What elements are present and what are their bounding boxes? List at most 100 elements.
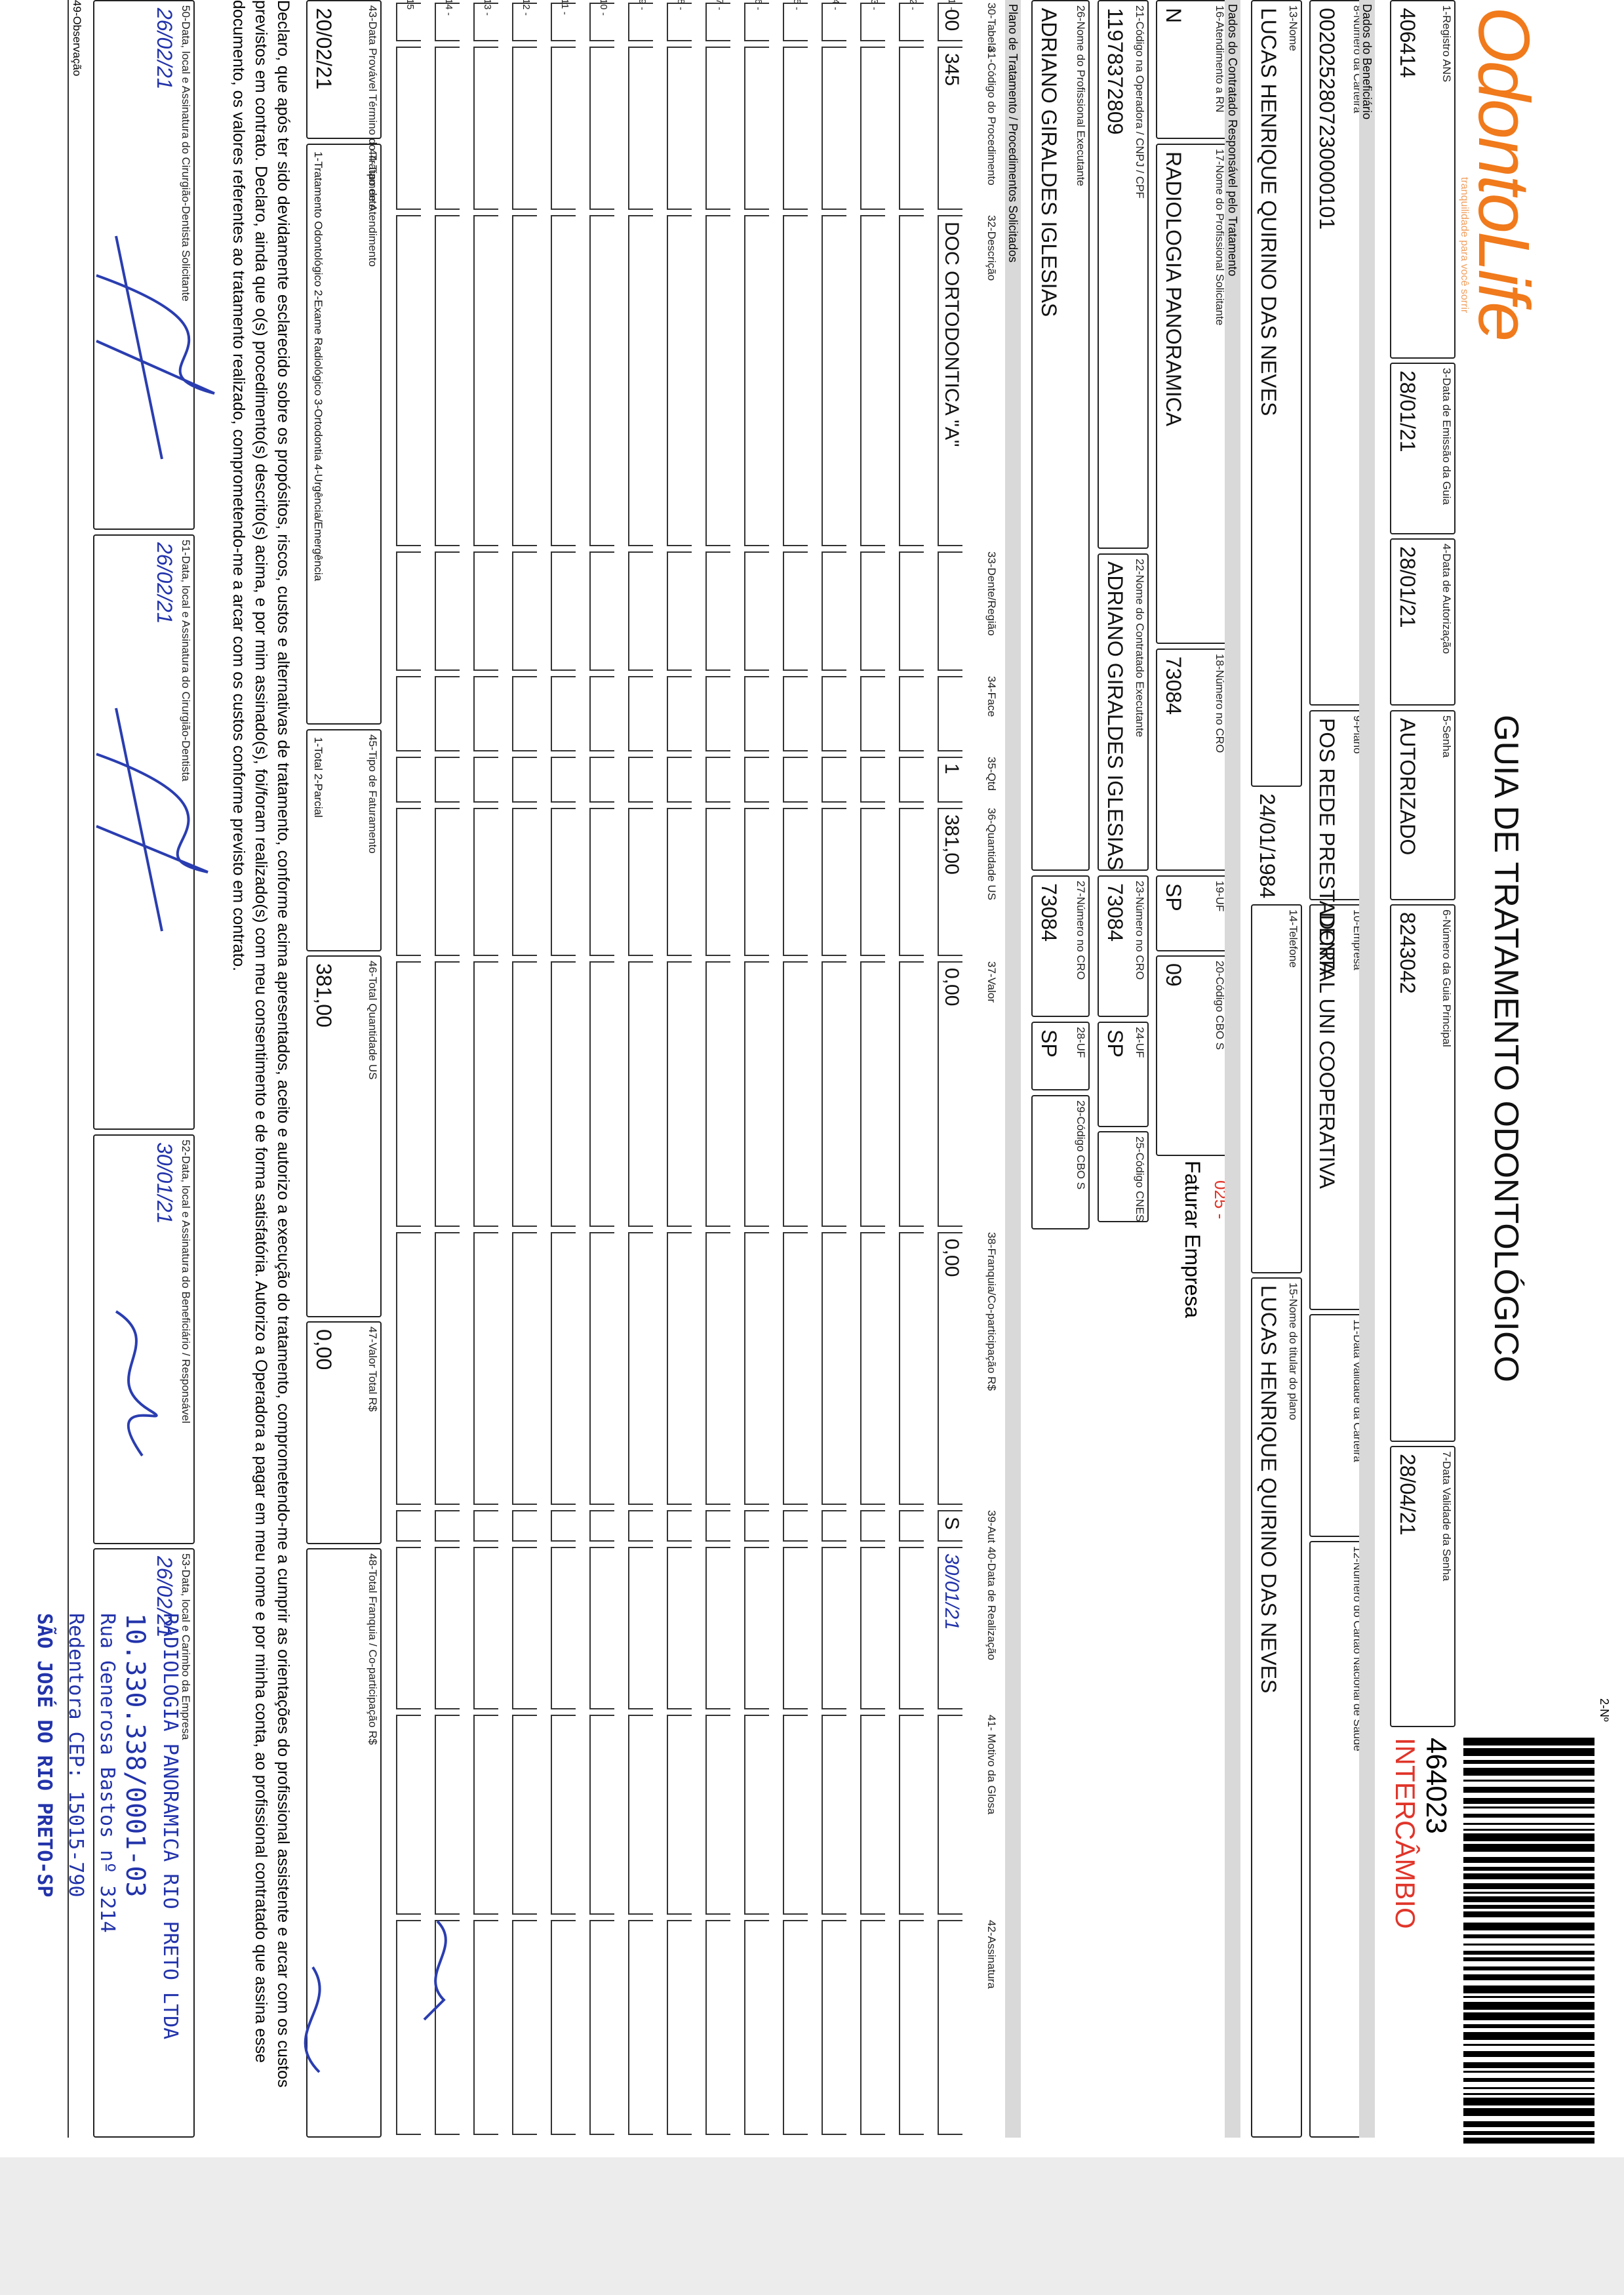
table-cell [705, 215, 730, 546]
table-cell [744, 3, 769, 41]
table-cell [705, 1715, 730, 1915]
field-label: 47-Valor Total R$ [366, 1327, 379, 1412]
table-cell [744, 1715, 769, 1915]
table-cell [435, 1510, 460, 1542]
field-label: 46-Total Quantidade US [366, 961, 379, 1080]
field-box: 24-UF SP [1098, 1022, 1149, 1127]
table-cell [551, 1547, 576, 1709]
table-cell [396, 676, 421, 751]
field-value: RADIOLOGIA PANORAMICA [1162, 151, 1185, 427]
table-cell [705, 1920, 730, 2135]
barcode-bar [1463, 2121, 1594, 2127]
barcode-bar [1463, 1951, 1594, 1955]
table-cell [396, 1547, 421, 1709]
table-cell [744, 551, 769, 671]
field-box: 27-Número no CRO 73084 [1031, 875, 1090, 1017]
field-label: 29-Código CBO S [1075, 1100, 1087, 1190]
table-cell [899, 757, 924, 803]
stamp-line: Redentora CEP: 15015-790 [64, 1613, 87, 1898]
field-value: N [1162, 8, 1185, 24]
table-cell [783, 1715, 808, 1915]
field-box: 5-Senha AUTORIZADO [1390, 710, 1456, 900]
column-header: 38-Franquia/Co-participação R$ [985, 1232, 998, 1391]
title: GUIA DE TRATAMENTO ODONTOLÓGICO [1487, 715, 1525, 1382]
field-box: 12-Número do Cartão Nacional de Saúde [1309, 1541, 1366, 2138]
field-value: 406414 [1396, 8, 1419, 78]
table-cell [899, 676, 924, 751]
table-cell [628, 3, 653, 41]
field-value: 8243042 [1396, 912, 1419, 994]
table-cell [435, 808, 460, 956]
barcode-bar [1463, 1738, 1594, 1746]
field-label: 16-Atendimento a RN [1214, 5, 1226, 113]
table-cell [744, 961, 769, 1227]
table-cell [899, 1510, 924, 1542]
table-cell [705, 1232, 730, 1505]
tagline: tranquilidade para você sorrir [1459, 177, 1470, 313]
field-value: 20/02/21 [312, 8, 336, 90]
table-cell [396, 808, 421, 956]
table-cell [744, 757, 769, 803]
barcode-bar [1463, 1944, 1594, 1946]
table-cell [628, 757, 653, 803]
field-box: 1-Registro ANS 406414 [1390, 0, 1456, 359]
table-cell [435, 215, 460, 546]
signature-date: 26/02/21 [153, 8, 176, 90]
field-label: 1-Registro ANS [1440, 5, 1453, 83]
table-cell [589, 215, 614, 546]
field-label: 25-Código CNES [1134, 1136, 1146, 1222]
field-value: 73084 [1037, 883, 1061, 942]
table-cell [512, 808, 537, 956]
table-cell [396, 215, 421, 546]
table-cell [899, 3, 924, 41]
number-label: 2-Nº [1598, 1698, 1611, 1722]
table-cell [435, 1715, 460, 1915]
table-cell [551, 551, 576, 671]
field-label: 15-Nome do titular do plano [1287, 1283, 1299, 1420]
field-label: 45-Tipo de Faturamento [366, 734, 379, 854]
barcode-bar [1463, 1768, 1594, 1776]
table-cell [473, 676, 498, 751]
barcode-bar [1463, 2002, 1594, 2010]
table-cell [822, 1715, 846, 1915]
field-box: 6-Número da Guia Principal 8243042 [1390, 904, 1456, 1442]
field-label: 52-Data, local e Assinatura do Beneficiá… [180, 1140, 192, 1424]
table-cell [628, 1232, 653, 1505]
field-label: 19-UF [1214, 881, 1226, 912]
table-cell [667, 961, 692, 1227]
guide-type: INTERCÂMBIO [1390, 1738, 1421, 1929]
table-cell [512, 47, 537, 210]
table-cell [783, 676, 808, 751]
field-label: 44-Tipo de Atendimento [366, 149, 379, 267]
table-cell [783, 808, 808, 956]
table-cell [667, 3, 692, 41]
field-box: 26-Nome do Profissional Executante ADRIAN… [1031, 0, 1090, 871]
column-header: 30-Tabela [985, 3, 998, 52]
table-cell [938, 1920, 962, 2135]
column-header: 40-Data de Realização [985, 1547, 998, 1660]
table-cell [589, 47, 614, 210]
table-cell [822, 3, 846, 41]
barcode-bar [1463, 1823, 1594, 1825]
table-cell [860, 1510, 885, 1542]
table-cell [860, 808, 885, 956]
field-value: 73084 [1103, 883, 1127, 942]
field-box: 11-Data Validade da Carteira [1309, 1314, 1366, 1537]
field-box: 10-Empresa DENTAL UNI COOPERATIVA [1309, 904, 1366, 1310]
barcode-bar [1463, 2032, 1594, 2040]
table-cell [667, 1510, 692, 1542]
field-box: 7-Data Validade da Senha 28/04/21 [1390, 1446, 1456, 1727]
table-cell [667, 215, 692, 546]
field-value: 24/01/1984 [1256, 793, 1279, 899]
signature-date: 30/01/21 [153, 1142, 176, 1224]
field-box: 21-Código na Operadora / CNPJ / CPF 11978… [1098, 0, 1149, 549]
barcode-bar [1463, 1934, 1594, 1938]
field-box: 50-Data, local e Assinatura do Cirurgião… [93, 0, 195, 530]
table-cell [396, 3, 421, 41]
logo: OdontoLife [1463, 7, 1544, 340]
table-cell [744, 1920, 769, 2135]
table-cell [628, 215, 653, 546]
field-label: 5-Senha [1440, 715, 1453, 758]
table-cell [705, 676, 730, 751]
